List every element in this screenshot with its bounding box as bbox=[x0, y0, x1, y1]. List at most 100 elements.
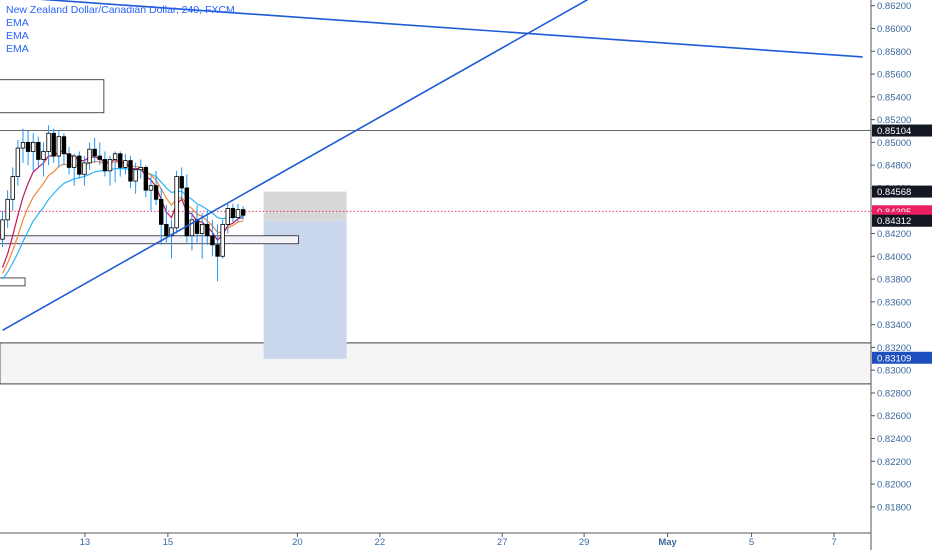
price-label-bg bbox=[872, 351, 932, 364]
candle-body[interactable] bbox=[220, 223, 225, 257]
candle-body[interactable] bbox=[31, 141, 36, 152]
candle-body[interactable] bbox=[210, 235, 215, 246]
x-tick-label: 7 bbox=[831, 537, 836, 548]
ema-slow-line bbox=[2, 168, 244, 280]
candle-body[interactable] bbox=[41, 151, 46, 160]
candle-body[interactable] bbox=[25, 141, 31, 152]
candle-body[interactable] bbox=[102, 159, 108, 172]
candle-body[interactable] bbox=[128, 160, 133, 182]
x-tick-label: 20 bbox=[292, 537, 303, 548]
y-tick-label: 0.82200 bbox=[877, 457, 911, 468]
candle-body[interactable] bbox=[235, 209, 241, 218]
candle-body[interactable] bbox=[77, 155, 82, 175]
candle-body[interactable] bbox=[174, 176, 179, 229]
candle-body[interactable] bbox=[179, 176, 184, 189]
candle-body[interactable] bbox=[5, 198, 10, 221]
trendline[interactable] bbox=[3, 0, 863, 58]
candle-body[interactable] bbox=[123, 160, 128, 168]
symbol-title[interactable]: New Zealand Dollar/Canadian Dollar, 240,… bbox=[6, 4, 235, 16]
candle-body[interactable] bbox=[107, 159, 113, 172]
y-tick-label: 0.83000 bbox=[877, 366, 911, 377]
candle-body[interactable] bbox=[51, 132, 56, 157]
candle-body[interactable] bbox=[97, 155, 102, 160]
y-tick-label: 0.82400 bbox=[877, 434, 911, 445]
y-tick-label: 0.83200 bbox=[877, 343, 911, 354]
y-tick-label: 0.83600 bbox=[877, 297, 911, 308]
price-label: 0.84568 bbox=[877, 187, 911, 198]
candle-body[interactable] bbox=[36, 141, 41, 160]
candle-body[interactable] bbox=[215, 244, 220, 257]
zone-rectangle[interactable] bbox=[0, 342, 872, 385]
candle-body[interactable] bbox=[92, 148, 97, 157]
indicator-ema-2[interactable]: EMA bbox=[6, 30, 29, 42]
y-tick-label: 0.85000 bbox=[877, 138, 911, 149]
x-tick-label: 5 bbox=[749, 537, 754, 548]
candle-body[interactable] bbox=[225, 208, 230, 225]
candle-body[interactable] bbox=[164, 223, 169, 237]
y-tick-label: 0.86200 bbox=[877, 1, 911, 12]
x-tick-label: 27 bbox=[497, 537, 508, 548]
candle-body[interactable] bbox=[56, 136, 62, 157]
candle-body[interactable] bbox=[10, 176, 15, 200]
candle-body[interactable] bbox=[87, 148, 92, 164]
x-tick-label: 29 bbox=[579, 537, 590, 548]
candle-body[interactable] bbox=[71, 155, 77, 168]
price-label: 0.83109 bbox=[877, 353, 911, 364]
x-tick-label: 15 bbox=[163, 537, 174, 548]
y-tick-label: 0.83800 bbox=[877, 275, 911, 286]
candle-body[interactable] bbox=[159, 198, 164, 225]
stop-zone-rect[interactable] bbox=[263, 191, 347, 221]
candle-body[interactable] bbox=[118, 153, 123, 168]
y-tick-label: 0.82800 bbox=[877, 388, 911, 399]
y-tick-label: 0.82600 bbox=[877, 411, 911, 422]
price-label: 0.84312 bbox=[877, 216, 911, 227]
y-tick-label: 0.84200 bbox=[877, 229, 911, 240]
candle-body[interactable] bbox=[230, 208, 236, 218]
note-rectangle[interactable] bbox=[0, 277, 26, 287]
candle-body[interactable] bbox=[240, 209, 246, 216]
candle-body[interactable] bbox=[82, 162, 87, 175]
candle-body[interactable] bbox=[20, 141, 26, 149]
x-tick-label: May bbox=[658, 537, 677, 548]
candle-body[interactable] bbox=[199, 223, 205, 234]
note-rectangle[interactable] bbox=[0, 79, 105, 114]
x-tick-label: 22 bbox=[375, 537, 386, 548]
y-tick-label: 0.83400 bbox=[877, 320, 911, 331]
candle-body[interactable] bbox=[0, 219, 5, 240]
price-label-bg bbox=[872, 214, 932, 227]
y-tick-label: 0.82000 bbox=[877, 480, 911, 491]
y-tick-label: 0.85600 bbox=[877, 70, 911, 81]
y-tick-label: 0.85800 bbox=[877, 47, 911, 58]
candle-body[interactable] bbox=[138, 167, 143, 171]
candle-body[interactable] bbox=[143, 167, 149, 191]
chart-legend: New Zealand Dollar/Canadian Dollar, 240,… bbox=[6, 4, 235, 56]
indicator-ema-3[interactable]: EMA bbox=[6, 43, 29, 55]
candle-body[interactable] bbox=[148, 185, 154, 191]
candle-body[interactable] bbox=[189, 219, 195, 237]
note-rectangle[interactable] bbox=[0, 235, 299, 245]
candle-body[interactable] bbox=[133, 169, 138, 182]
trendline[interactable] bbox=[2, 0, 638, 332]
candle-body[interactable] bbox=[169, 227, 174, 237]
y-tick-label: 0.86000 bbox=[877, 24, 911, 35]
candle-body[interactable] bbox=[205, 223, 210, 237]
trendline-group bbox=[2, 0, 863, 332]
candle-body[interactable] bbox=[61, 136, 67, 155]
candle-body[interactable] bbox=[66, 153, 72, 168]
candle-body[interactable] bbox=[15, 147, 21, 177]
candle-body[interactable] bbox=[46, 132, 51, 152]
indicator-ema-1[interactable]: EMA bbox=[6, 17, 29, 29]
y-tick-label: 0.84800 bbox=[877, 161, 911, 172]
candle-body[interactable] bbox=[153, 185, 159, 200]
x-tick-label: 13 bbox=[80, 537, 91, 548]
price-label-bg bbox=[872, 124, 932, 137]
candle-body[interactable] bbox=[112, 153, 118, 160]
price-label: 0.85104 bbox=[877, 126, 911, 137]
y-tick-label: 0.81800 bbox=[877, 502, 911, 513]
price-label-bg bbox=[872, 185, 932, 198]
candle-body[interactable] bbox=[184, 187, 190, 237]
y-tick-label: 0.85400 bbox=[877, 92, 911, 103]
y-tick-label: 0.85200 bbox=[877, 115, 911, 126]
